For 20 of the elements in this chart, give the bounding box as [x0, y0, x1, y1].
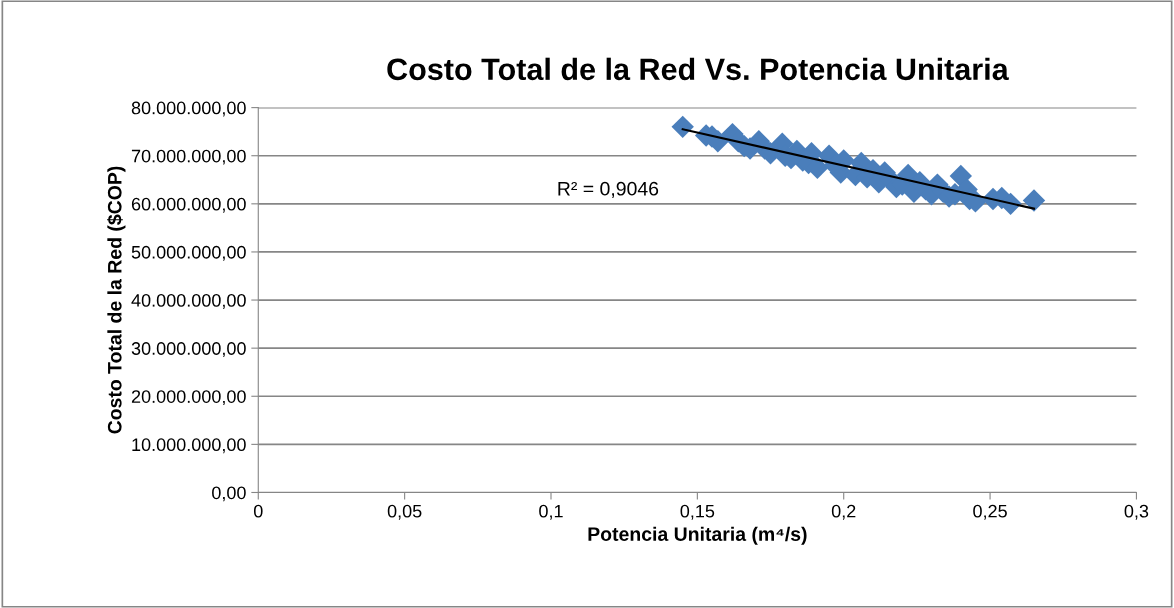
- annotation: R² = 0,9046: [558, 181, 659, 198]
- x-tick-label: 0,3: [1124, 504, 1149, 520]
- y-tick-label: 30.000.000,00: [131, 342, 246, 358]
- x-tick-label: 0,05: [387, 504, 422, 520]
- x-tick-label: 0,1: [539, 504, 563, 520]
- x-tick-label: 0: [253, 504, 263, 518]
- y-tick-label: 40.000.000,00: [131, 293, 246, 309]
- y-tick-label: 0,00: [212, 486, 246, 502]
- chart-title: Costo Total de la Red Vs. Potencia Unitaria: [387, 57, 1009, 81]
- y-axis-title: Costo Total de la Red ($COP): [107, 166, 126, 434]
- y-tick-label: 50.000.000,00: [131, 245, 246, 261]
- y-tick-label: 80.000.000,00: [131, 101, 246, 117]
- y-tick-label: 60.000.000,00: [131, 197, 246, 213]
- y-tick-label: 70.000.000,00: [131, 149, 246, 165]
- x-axis-title: Potencia Unitaria (m⁴/s): [588, 526, 807, 545]
- y-tick-label: 20.000.000,00: [131, 390, 246, 406]
- y-tick-label: 10.000.000,00: [132, 438, 246, 454]
- x-tick-label: 0,25: [973, 504, 1007, 520]
- x-tick-label: 0,15: [680, 504, 715, 520]
- x-tick-label: 0,2: [831, 504, 856, 520]
